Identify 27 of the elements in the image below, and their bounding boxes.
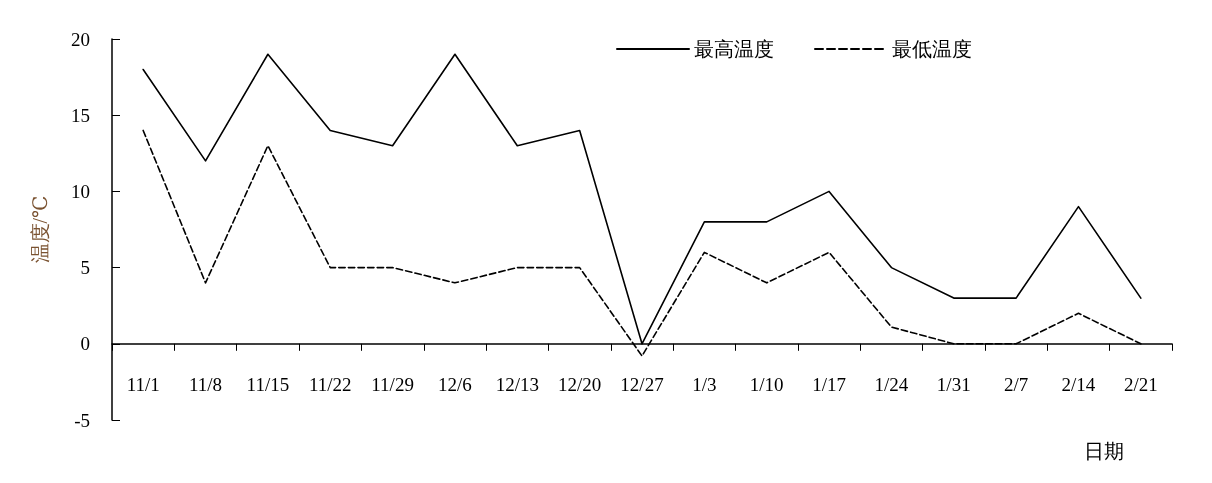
x-tick-label: 1/10 xyxy=(749,374,784,395)
x-tick-label: 1/17 xyxy=(812,374,846,395)
x-tick-label: 2/7 xyxy=(1003,374,1029,395)
x-tick-label: 1/24 xyxy=(874,374,909,395)
x-tick-label: 12/27 xyxy=(620,374,664,395)
x-tick-label: 12/6 xyxy=(438,374,472,395)
x-tick-label: 11/1 xyxy=(126,374,160,395)
x-tick-label: 11/15 xyxy=(246,374,290,395)
x-tick-label: 1/3 xyxy=(692,374,717,395)
x-tick-label: 11/29 xyxy=(371,374,414,395)
x-tick-label: 1/31 xyxy=(936,374,971,395)
y-tick-label: 15 xyxy=(71,104,90,126)
x-tick-label: 12/20 xyxy=(558,374,602,395)
y-tick-label: 10 xyxy=(71,180,90,202)
legend-label: 最低温度 xyxy=(892,38,972,60)
legend-label: 最高温度 xyxy=(694,38,774,60)
y-tick-label: -5 xyxy=(74,409,90,431)
x-tick-label: 12/13 xyxy=(495,374,539,395)
x-axis-title: 日期 xyxy=(1084,440,1124,462)
x-tick-label: 11/8 xyxy=(188,374,223,395)
y-axis-title: 温度/℃ xyxy=(29,195,51,264)
y-tick-label: 20 xyxy=(71,28,90,50)
y-tick-label: 5 xyxy=(80,257,90,279)
x-tick-label: 11/22 xyxy=(308,374,352,395)
y-tick-label: 0 xyxy=(80,333,90,355)
x-tick-label: 2/14 xyxy=(1061,374,1096,395)
x-tick-label: 2/21 xyxy=(1123,374,1158,395)
